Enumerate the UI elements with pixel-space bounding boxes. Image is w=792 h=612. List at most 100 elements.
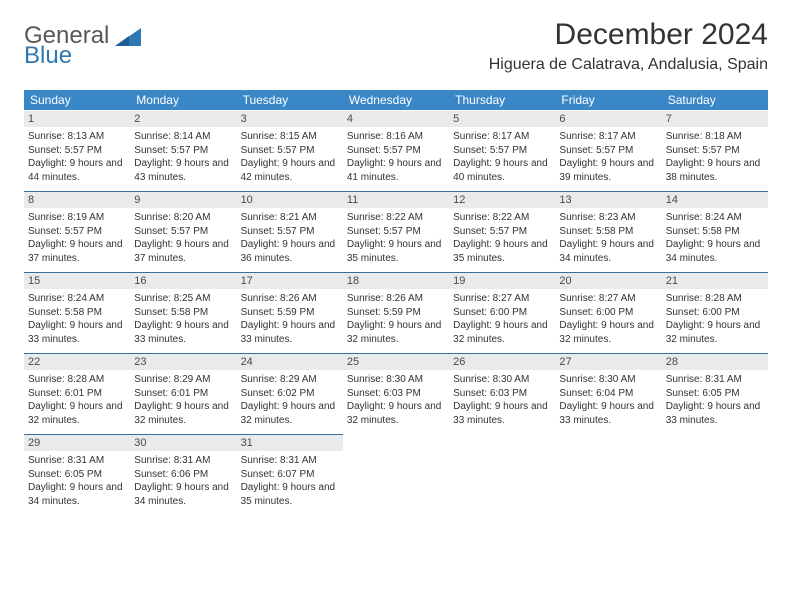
daylight-text: Daylight: 9 hours and 33 minutes. (134, 319, 232, 346)
calendar-cell: 30Sunrise: 8:31 AMSunset: 6:06 PMDayligh… (130, 433, 236, 514)
sunrise-text: Sunrise: 8:22 AM (453, 211, 551, 225)
date-number: 27 (555, 353, 661, 370)
daylight-text: Daylight: 9 hours and 40 minutes. (453, 157, 551, 184)
daylight-text: Daylight: 9 hours and 33 minutes. (28, 319, 126, 346)
date-number: 21 (662, 272, 768, 289)
date-number: 14 (662, 191, 768, 208)
calendar-cell: 26 Sunrise: 8:30 AMSunset: 6:03 PMDayligh… (449, 352, 555, 433)
sunset-text: Sunset: 5:57 PM (134, 225, 232, 239)
sunset-text: Sunset: 6:01 PM (28, 387, 126, 401)
sunset-text: Sunset: 5:57 PM (241, 225, 339, 239)
calendar-cell: 23Sunrise: 8:29 AMSunset: 6:01 PMDayligh… (130, 352, 236, 433)
daylight-text: Daylight: 9 hours and 34 minutes. (666, 238, 764, 265)
day-header-saturday: Saturday (662, 90, 768, 110)
logo-triangle-icon (115, 28, 141, 55)
sunset-text: Sunset: 5:58 PM (134, 306, 232, 320)
cell-content: Sunrise: 8:31 AMSunset: 6:06 PMDaylight:… (134, 454, 232, 508)
sunset-text: Sunset: 6:07 PM (241, 468, 339, 482)
sunset-text: Sunset: 6:00 PM (666, 306, 764, 320)
calendar-grid: Sunday Monday Tuesday Wednesday Thursday… (24, 90, 768, 514)
date-number: 25 (343, 353, 449, 370)
daylight-text: Daylight: 9 hours and 33 minutes. (559, 400, 657, 427)
day-header-row: Sunday Monday Tuesday Wednesday Thursday… (24, 90, 768, 110)
calendar-cell: 27 Sunrise: 8:30 AMSunset: 6:04 PMDayligh… (555, 352, 661, 433)
date-number: 1 (24, 111, 130, 127)
daylight-text: Daylight: 9 hours and 32 minutes. (666, 319, 764, 346)
daylight-text: Daylight: 9 hours and 32 minutes. (559, 319, 657, 346)
calendar-cell (449, 433, 555, 514)
sunset-text: Sunset: 6:03 PM (453, 387, 551, 401)
calendar-cell: 20Sunrise: 8:27 AMSunset: 6:00 PMDayligh… (555, 271, 661, 352)
sunset-text: Sunset: 5:57 PM (28, 144, 126, 158)
sunset-text: Sunset: 6:00 PM (559, 306, 657, 320)
calendar-cell (555, 433, 661, 514)
calendar-cell: 10 Sunrise: 8:21 AMSunset: 5:57 PMDayligh… (237, 190, 343, 271)
sunrise-text: Sunrise: 8:29 AM (241, 373, 339, 387)
calendar-cell (343, 433, 449, 514)
date-number: 10 (237, 191, 343, 208)
sunrise-text: Sunrise: 8:31 AM (134, 454, 232, 468)
daylight-text: Daylight: 9 hours and 33 minutes. (666, 400, 764, 427)
daylight-text: Daylight: 9 hours and 37 minutes. (28, 238, 126, 265)
daylight-text: Daylight: 9 hours and 34 minutes. (28, 481, 126, 508)
cell-content: Sunrise: 8:21 AMSunset: 5:57 PMDaylight:… (241, 211, 339, 265)
calendar-cell: 22Sunrise: 8:28 AMSunset: 6:01 PMDayligh… (24, 352, 130, 433)
cell-content: Sunrise: 8:19 AMSunset: 5:57 PMDaylight:… (28, 211, 126, 265)
calendar-week: 1Sunrise: 8:13 AMSunset: 5:57 PMDaylight… (24, 110, 768, 190)
calendar-cell: 6Sunrise: 8:17 AMSunset: 5:57 PMDaylight… (555, 110, 661, 190)
daylight-text: Daylight: 9 hours and 32 minutes. (241, 400, 339, 427)
sunset-text: Sunset: 5:57 PM (559, 144, 657, 158)
daylight-text: Daylight: 9 hours and 34 minutes. (134, 481, 232, 508)
daylight-text: Daylight: 9 hours and 32 minutes. (134, 400, 232, 427)
sunrise-text: Sunrise: 8:31 AM (241, 454, 339, 468)
calendar-cell: 7Sunrise: 8:18 AMSunset: 5:57 PMDaylight… (662, 110, 768, 190)
cell-content: Sunrise: 8:26 AMSunset: 5:59 PMDaylight:… (347, 292, 445, 346)
sunrise-text: Sunrise: 8:17 AM (559, 130, 657, 144)
date-number: 2 (130, 111, 236, 127)
calendar-cell: 11Sunrise: 8:22 AMSunset: 5:57 PMDayligh… (343, 190, 449, 271)
sunset-text: Sunset: 5:59 PM (347, 306, 445, 320)
sunrise-text: Sunrise: 8:29 AM (134, 373, 232, 387)
logo: General Blue (24, 24, 141, 68)
date-number: 26 (449, 353, 555, 370)
date-number: 29 (24, 434, 130, 451)
sunrise-text: Sunrise: 8:26 AM (347, 292, 445, 306)
sunset-text: Sunset: 5:57 PM (453, 225, 551, 239)
daylight-text: Daylight: 9 hours and 32 minutes. (28, 400, 126, 427)
sunrise-text: Sunrise: 8:24 AM (28, 292, 126, 306)
date-number: 16 (130, 272, 236, 289)
calendar-cell: 13 Sunrise: 8:23 AMSunset: 5:58 PMDayligh… (555, 190, 661, 271)
date-number: 13 (555, 191, 661, 208)
cell-content: Sunrise: 8:22 AMSunset: 5:57 PMDaylight:… (347, 211, 445, 265)
day-header-tuesday: Tuesday (237, 90, 343, 110)
daylight-text: Daylight: 9 hours and 41 minutes. (347, 157, 445, 184)
sunrise-text: Sunrise: 8:26 AM (241, 292, 339, 306)
sunrise-text: Sunrise: 8:18 AM (666, 130, 764, 144)
date-number: 22 (24, 353, 130, 370)
date-number: 5 (449, 111, 555, 127)
date-number: 19 (449, 272, 555, 289)
sunset-text: Sunset: 5:57 PM (28, 225, 126, 239)
logo-text: General Blue (24, 24, 109, 68)
calendar-cell: 17Sunrise: 8:26 AMSunset: 5:59 PMDayligh… (237, 271, 343, 352)
calendar-cell: 29Sunrise: 8:31 AMSunset: 6:05 PMDayligh… (24, 433, 130, 514)
cell-content: Sunrise: 8:24 AMSunset: 5:58 PMDaylight:… (28, 292, 126, 346)
title-block: December 2024 Higuera de Calatrava, Anda… (489, 18, 768, 74)
sunrise-text: Sunrise: 8:19 AM (28, 211, 126, 225)
calendar-cell (662, 433, 768, 514)
sunrise-text: Sunrise: 8:20 AM (134, 211, 232, 225)
sunrise-text: Sunrise: 8:14 AM (134, 130, 232, 144)
sunset-text: Sunset: 5:57 PM (453, 144, 551, 158)
daylight-text: Daylight: 9 hours and 32 minutes. (347, 319, 445, 346)
cell-content: Sunrise: 8:30 AMSunset: 6:04 PMDaylight:… (559, 373, 657, 427)
sunset-text: Sunset: 5:58 PM (28, 306, 126, 320)
sunrise-text: Sunrise: 8:27 AM (559, 292, 657, 306)
sunset-text: Sunset: 6:05 PM (28, 468, 126, 482)
cell-content: Sunrise: 8:30 AMSunset: 6:03 PMDaylight:… (453, 373, 551, 427)
date-number: 9 (130, 191, 236, 208)
cell-content: Sunrise: 8:23 AMSunset: 5:58 PMDaylight:… (559, 211, 657, 265)
sunset-text: Sunset: 6:02 PM (241, 387, 339, 401)
calendar-cell: 4Sunrise: 8:16 AMSunset: 5:57 PMDaylight… (343, 110, 449, 190)
calendar-cell: 31Sunrise: 8:31 AMSunset: 6:07 PMDayligh… (237, 433, 343, 514)
daylight-text: Daylight: 9 hours and 43 minutes. (134, 157, 232, 184)
